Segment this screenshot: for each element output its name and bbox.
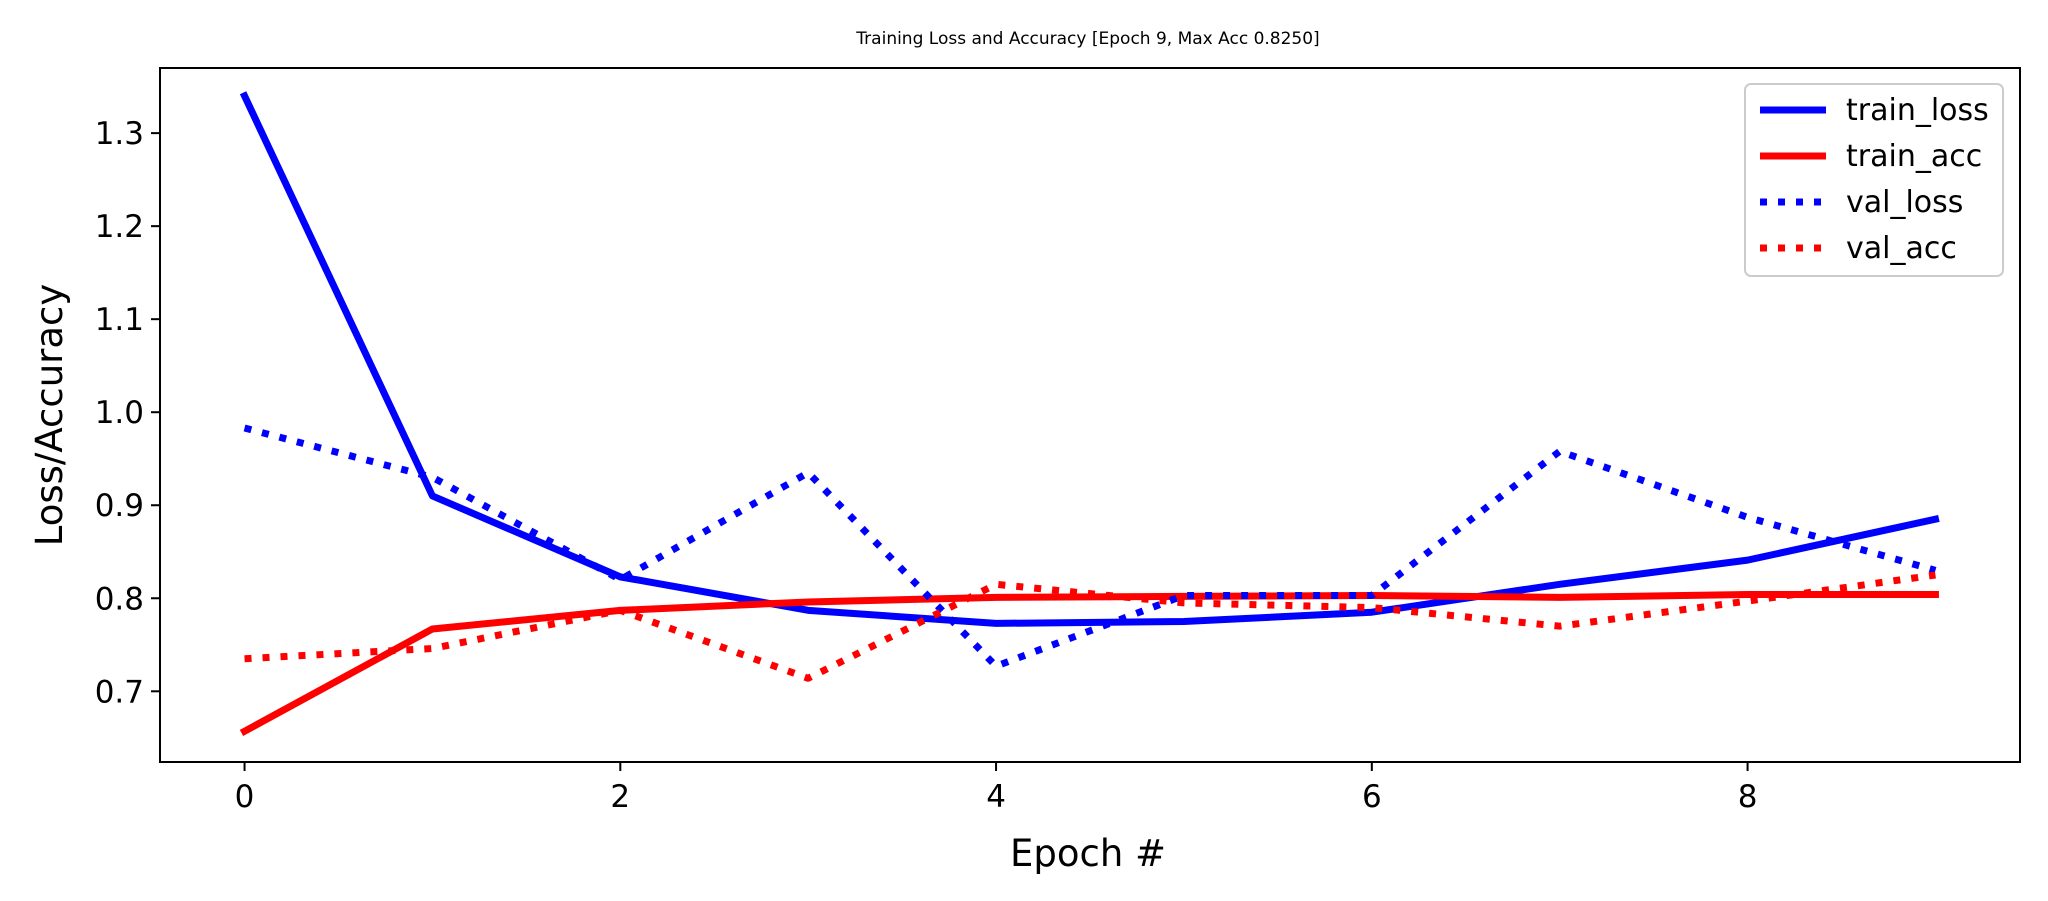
y-tick-label: 0.7 [95, 674, 144, 710]
series-layer [239, 91, 1940, 737]
x-axis: 0 2 4 6 8 [235, 762, 1758, 815]
y-tick-label: 0.8 [95, 581, 144, 617]
legend-label-val-acc: val_acc [1846, 231, 1957, 266]
plot-frame [159, 67, 2021, 763]
y-tick-label: 1.1 [95, 302, 144, 338]
legend: train_loss train_acc val_loss val_acc [1744, 83, 2004, 277]
series-line-val-loss [243, 424, 1937, 670]
legend-label-train-loss: train_loss [1846, 93, 1989, 128]
series-line-train-acc [239, 591, 1939, 737]
y-axis-label: Loss/Accuracy [28, 284, 71, 547]
legend-label-train-acc: train_acc [1846, 139, 1982, 174]
y-tick-label: 1.2 [95, 209, 144, 245]
x-tick-label: 8 [1738, 779, 1758, 815]
x-tick-label: 0 [235, 779, 255, 815]
y-tick-label: 0.9 [95, 488, 144, 524]
legend-label-val-loss: val_loss [1846, 185, 1963, 220]
y-tick-label: 1.3 [95, 116, 144, 152]
x-tick-label: 4 [986, 779, 1006, 815]
series-line-train-loss [239, 91, 1940, 627]
legend-frame [1744, 83, 2004, 277]
series-line-val-acc [244, 571, 1936, 682]
x-tick-label: 6 [1362, 779, 1382, 815]
y-tick-label: 1.0 [95, 395, 144, 431]
x-tick-label: 2 [610, 779, 630, 815]
y-axis: 0.7 0.8 0.9 1.0 1.1 1.2 1.3 [95, 116, 160, 710]
chart-title: Training Loss and Accuracy [Epoch 9, Max… [855, 29, 1319, 49]
x-axis-label: Epoch # [1010, 832, 1166, 875]
